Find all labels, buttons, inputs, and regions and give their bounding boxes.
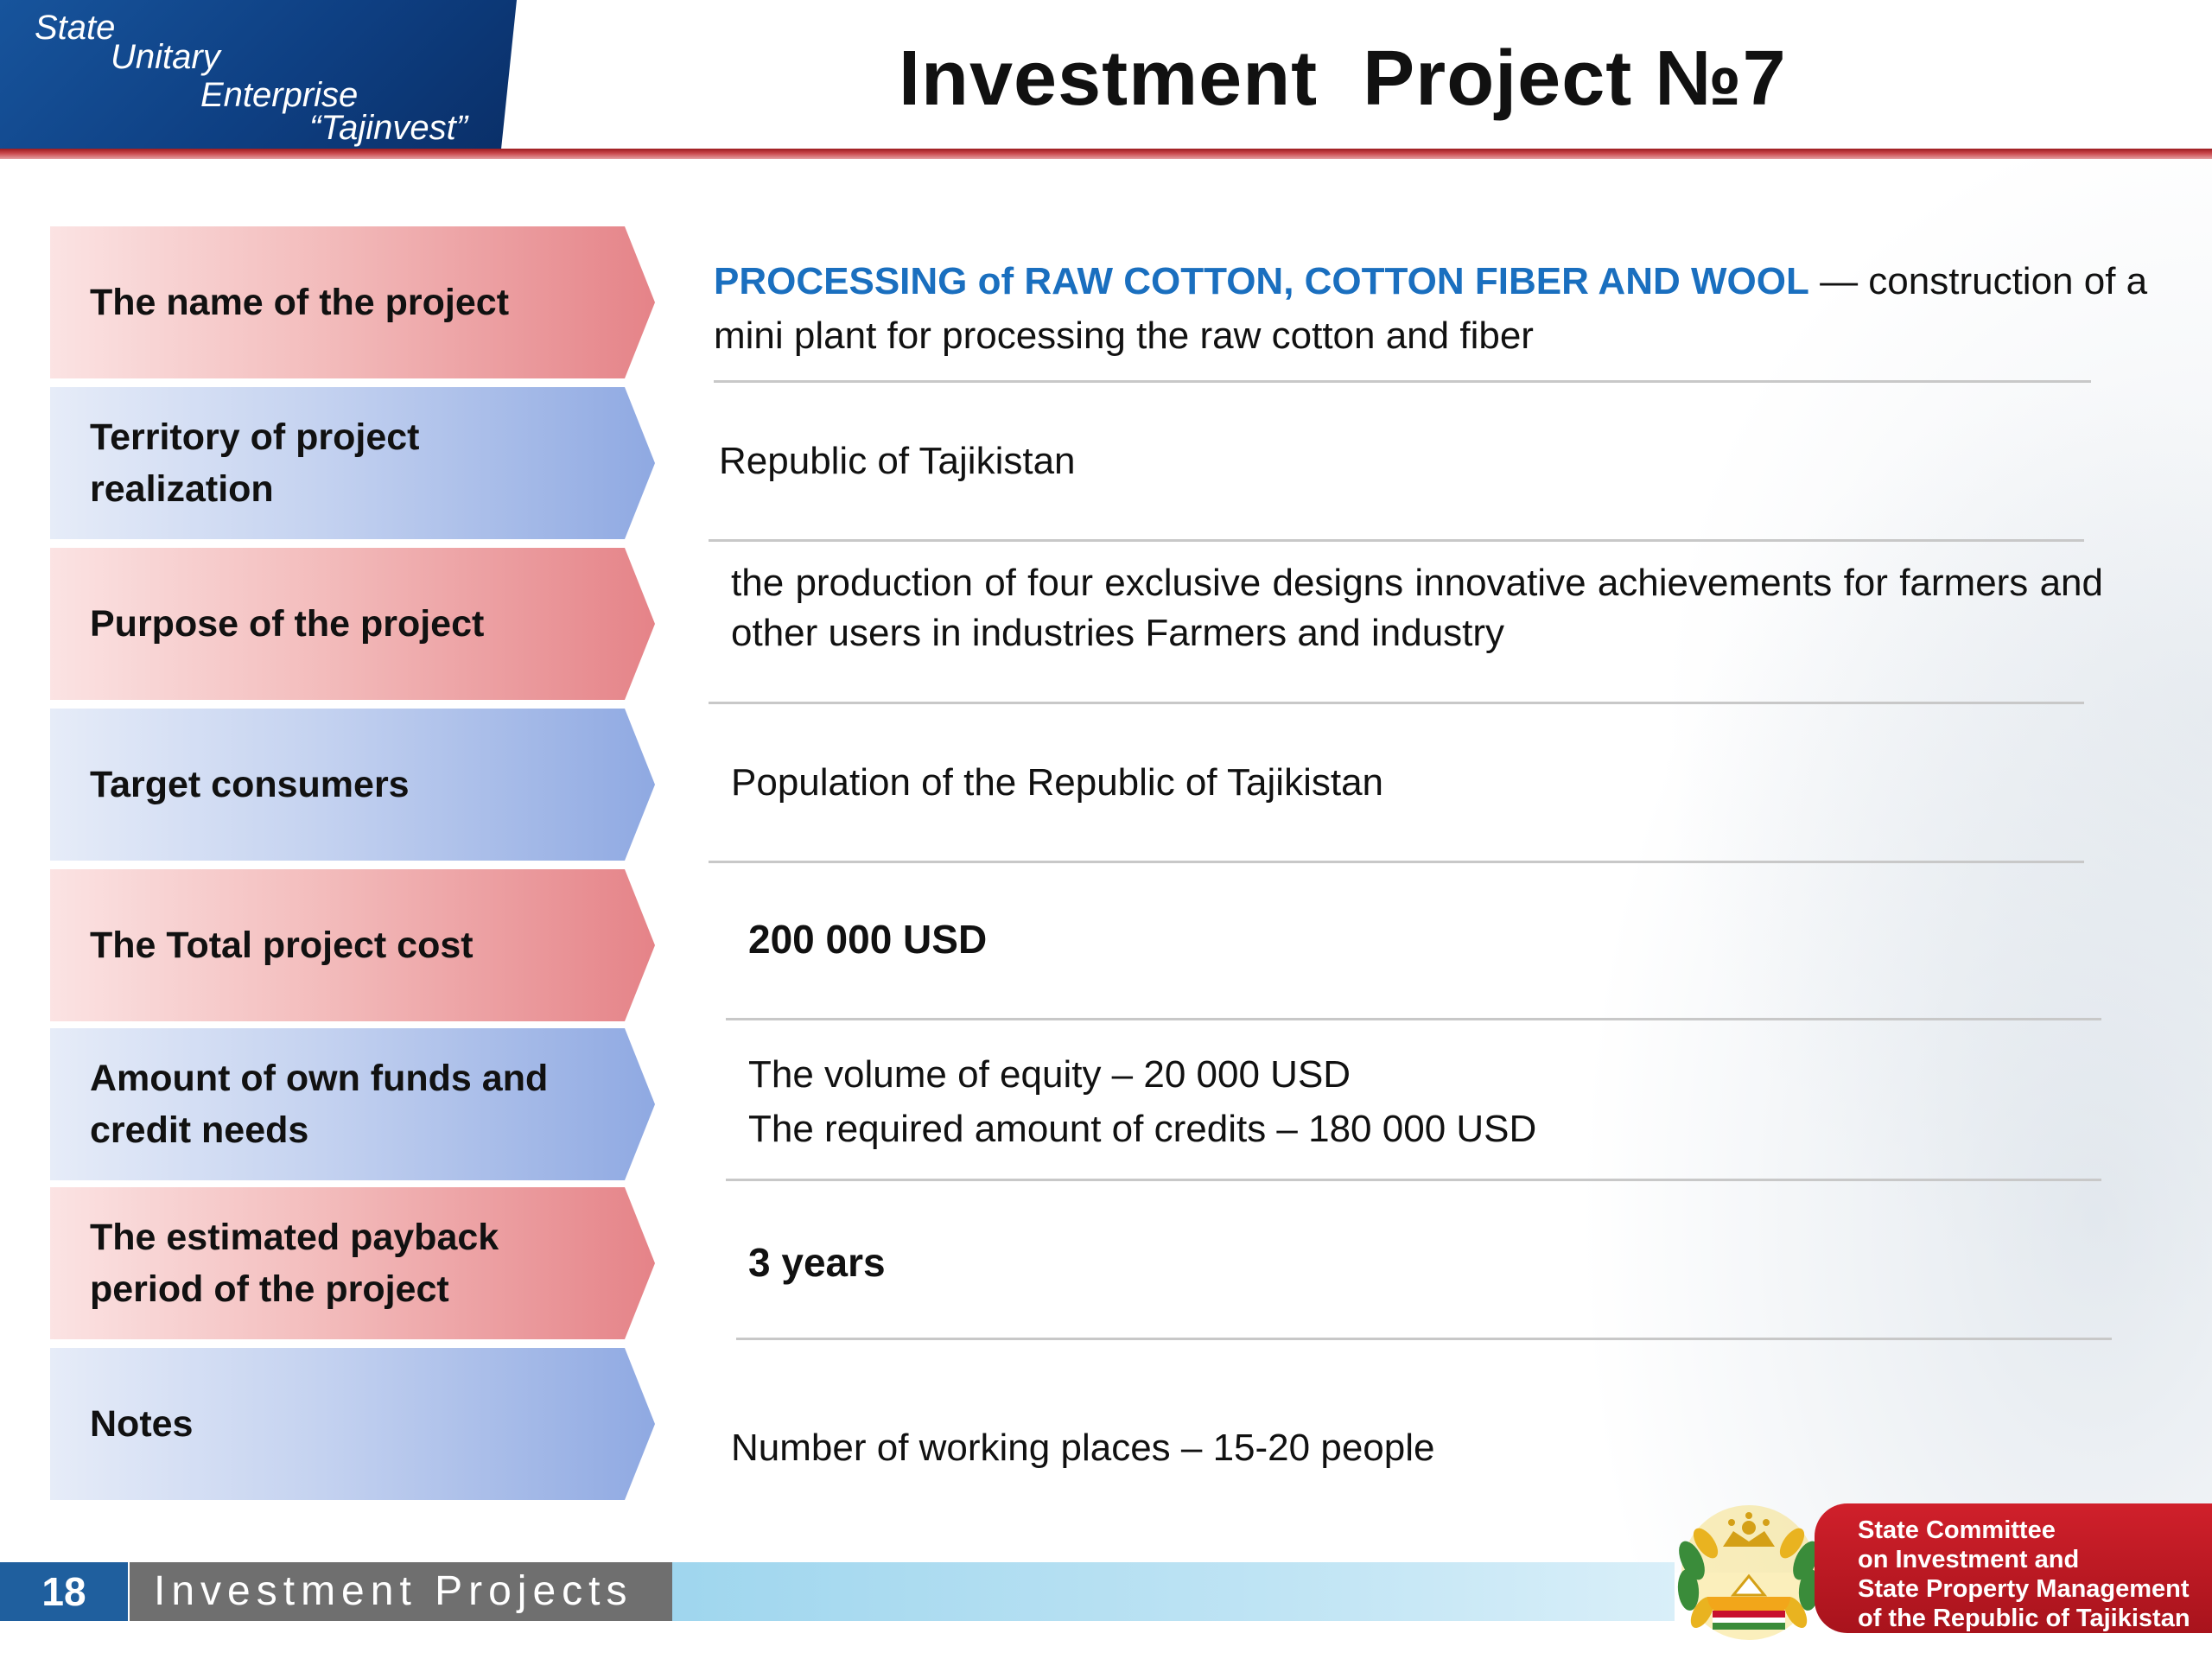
- org-logo-line: Enterprise: [200, 76, 359, 114]
- footer-strip: [672, 1562, 1675, 1621]
- committee-line: of the Republic of Tajikistan: [1858, 1605, 2190, 1632]
- row-label-text: The Total project cost: [90, 925, 474, 966]
- row-label-text: The name of the project: [90, 282, 510, 323]
- committee-line: on Investment and: [1858, 1546, 2080, 1573]
- project-name-description: — construction of a mini plant for proce…: [714, 260, 2148, 357]
- row-label-territory: Territory of project realization: [50, 387, 655, 539]
- row-label-funds: Amount of own funds and credit needs: [50, 1028, 655, 1180]
- row-value-notes: Number of working places – 15-20 people: [731, 1427, 1435, 1469]
- row-divider: [709, 861, 2084, 863]
- row-divider: [726, 1018, 2101, 1020]
- header-divider: [0, 149, 2212, 159]
- row-label-target-consumers: Target consumers: [50, 709, 655, 861]
- row-divider: [714, 380, 2091, 383]
- row-value-payback: 3 years: [748, 1240, 886, 1285]
- row-label-notes: Notes: [50, 1348, 655, 1500]
- row-label-project-name: The name of the project: [50, 226, 655, 378]
- row-label-text: Amount of own funds and credit needs: [90, 1058, 549, 1151]
- row-label-text: Purpose of the project: [90, 603, 485, 645]
- committee-badge: State Committee on Investment and State …: [1815, 1503, 2212, 1633]
- row-value-total-cost: 200 000 USD: [748, 917, 988, 962]
- tajikistan-state-emblem-icon: [1677, 1505, 1821, 1640]
- credits-line: The required amount of credits – 180 000…: [748, 1108, 1537, 1150]
- org-logo-line: Unitary: [111, 38, 220, 76]
- org-logo-line: State: [35, 9, 116, 47]
- page-number: 18: [0, 1562, 128, 1621]
- row-label-text: Target consumers: [90, 764, 410, 805]
- row-value-territory: Republic of Tajikistan: [719, 440, 1076, 482]
- row-label-text: Territory of project realization: [90, 416, 420, 510]
- row-value-funds: The volume of equity – 20 000 USD The re…: [748, 1047, 1536, 1156]
- row-label-purpose: Purpose of the project: [50, 548, 655, 700]
- row-label-text: The estimated payback period of the proj…: [90, 1217, 499, 1310]
- row-divider: [709, 702, 2084, 704]
- row-value-project-name: PROCESSING of RAW COTTON, COTTON FIBER A…: [714, 254, 2152, 363]
- row-value-purpose: the production of four exclusive designs…: [731, 562, 2103, 654]
- committee-line: State Committee: [1858, 1516, 2056, 1544]
- row-divider: [709, 539, 2084, 542]
- equity-line: The volume of equity – 20 000 USD: [748, 1053, 1351, 1096]
- org-logo: State Unitary Enterprise “Tajinvest”: [0, 0, 517, 149]
- section-title: Investment Projects: [130, 1562, 672, 1621]
- row-label-total-cost: The Total project cost: [50, 869, 655, 1021]
- row-value-target-consumers: Population of the Republic of Tajikistan: [731, 761, 1384, 804]
- page-title: Investment Project №7: [899, 35, 1787, 122]
- row-label-payback: The estimated payback period of the proj…: [50, 1187, 655, 1339]
- committee-line: State Property Management: [1858, 1575, 2190, 1603]
- project-name-highlight: PROCESSING of RAW COTTON, COTTON FIBER A…: [714, 260, 1809, 302]
- row-divider: [726, 1179, 2101, 1181]
- row-divider: [736, 1338, 2112, 1340]
- row-label-text: Notes: [90, 1403, 194, 1445]
- org-logo-line: “Tajinvest”: [309, 109, 468, 147]
